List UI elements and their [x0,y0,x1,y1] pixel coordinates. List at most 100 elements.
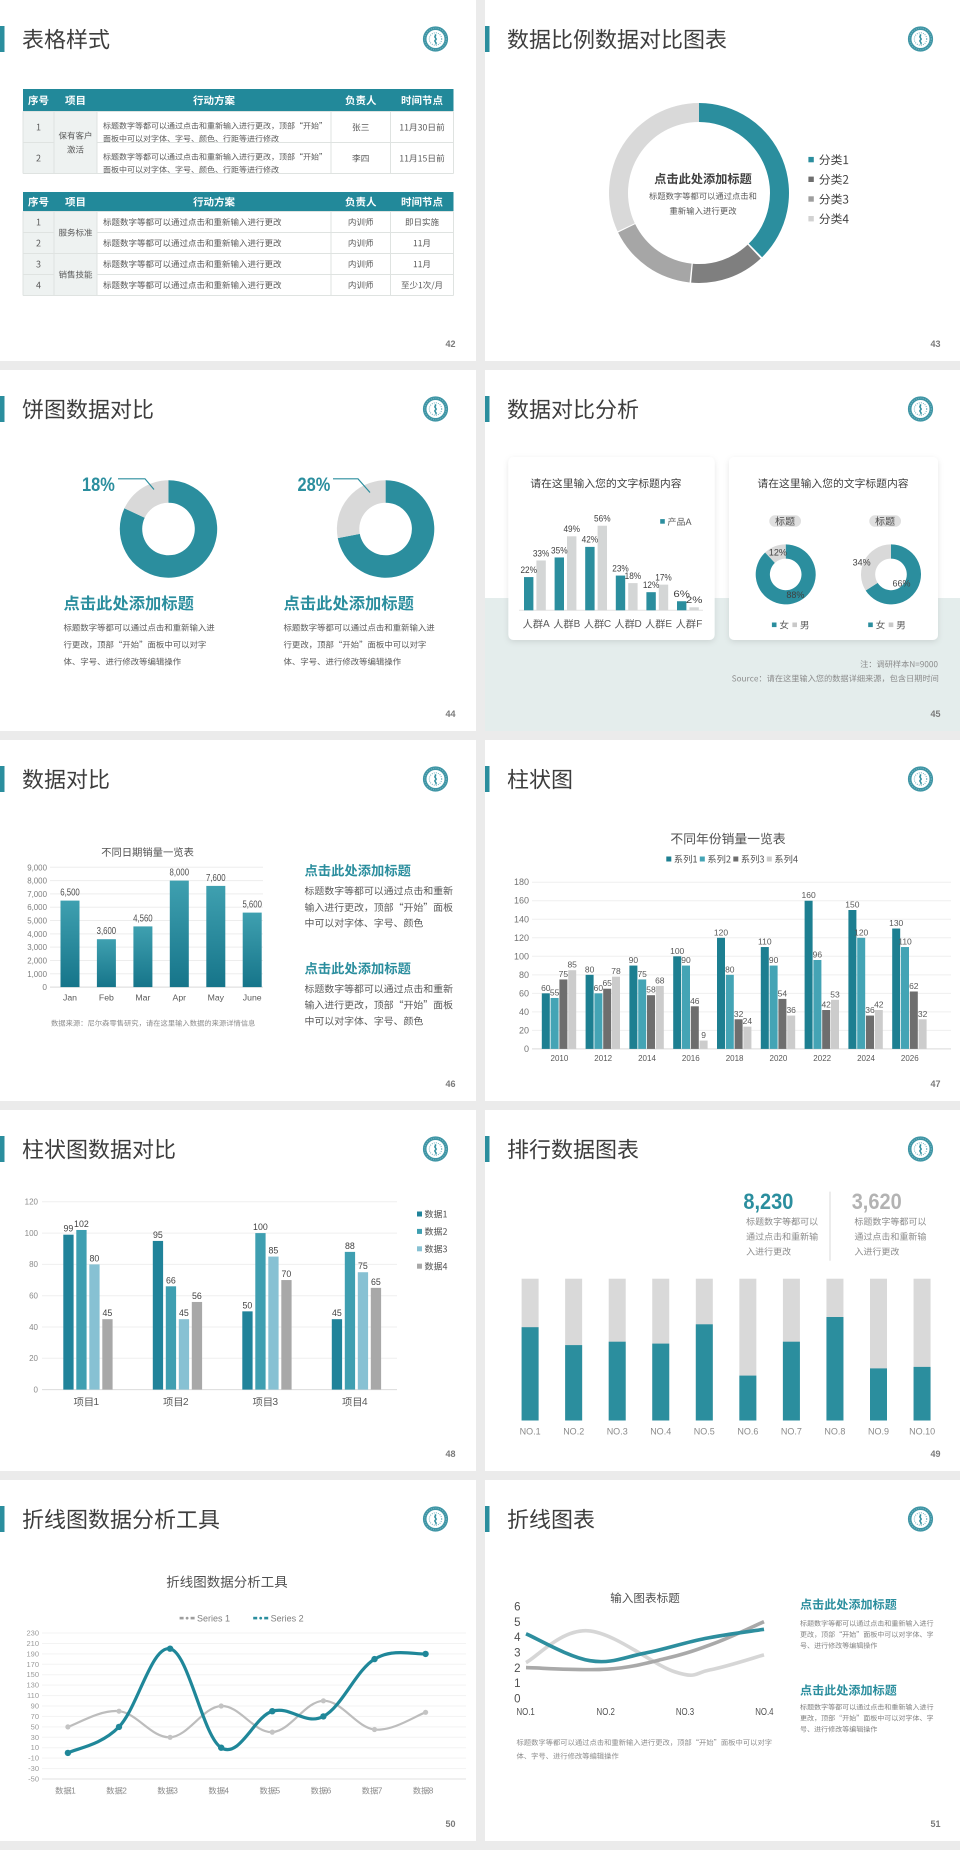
svg-text:210: 210 [26,1639,39,1648]
svg-text:32: 32 [918,1009,928,1019]
svg-text:150: 150 [26,1670,39,1679]
svg-text:42: 42 [874,1000,884,1010]
svg-text:56%: 56% [594,514,611,524]
svg-text:110: 110 [27,1691,39,1700]
svg-text:34%: 34% [853,557,871,567]
svg-text:8,230: 8,230 [743,1189,793,1214]
svg-text:55: 55 [550,988,560,998]
svg-text:12%: 12% [643,580,660,590]
svg-text:Feb: Feb [99,993,114,1003]
svg-text:June: June [243,993,262,1003]
svg-text:C: C [604,619,611,630]
svg-text:12%: 12% [769,548,787,558]
svg-text:49%: 49% [563,524,580,534]
svg-text:53: 53 [830,989,840,999]
svg-text:70: 70 [31,1712,39,1721]
svg-text:2024: 2024 [857,1053,875,1063]
svg-text:90: 90 [31,1702,39,1711]
svg-text:NO.2: NO.2 [597,1706,615,1718]
svg-text:80: 80 [725,964,735,974]
svg-text:180: 180 [514,877,529,887]
svg-text:4: 4 [224,1785,229,1795]
svg-text:68: 68 [655,975,665,985]
svg-text:NO.3: NO.3 [607,1427,628,1437]
svg-text:1: 1 [71,1785,76,1795]
svg-text:D: D [634,619,641,630]
svg-text:20: 20 [519,1025,529,1035]
svg-text:51: 51 [930,1819,940,1829]
svg-text:2%: 2% [686,595,703,605]
svg-text:70: 70 [282,1269,292,1279]
svg-text:45: 45 [930,709,940,719]
svg-text:43: 43 [930,339,940,349]
svg-text:3,000: 3,000 [27,942,47,952]
svg-text:49: 49 [930,1449,940,1459]
svg-text:4: 4 [514,1632,521,1644]
svg-text:95: 95 [153,1230,163,1240]
svg-text:0: 0 [34,1385,39,1394]
svg-text:NO.3: NO.3 [676,1706,694,1718]
svg-text:80: 80 [29,1260,38,1269]
svg-text:45: 45 [179,1308,189,1318]
svg-text:42: 42 [445,339,455,349]
svg-text:18%: 18% [625,571,642,581]
svg-text:65: 65 [602,978,612,988]
svg-text:Apr: Apr [173,993,187,1003]
svg-text:120: 120 [514,933,529,943]
svg-text:23%: 23% [612,563,629,573]
svg-text:B: B [574,619,581,630]
svg-text:0: 0 [514,1694,520,1706]
svg-text:2020: 2020 [770,1053,788,1063]
svg-text:56: 56 [192,1291,202,1301]
svg-text:170: 170 [26,1660,39,1669]
svg-text:130: 130 [26,1681,39,1690]
svg-text:0: 0 [42,982,47,992]
svg-text:6,500: 6,500 [60,888,80,899]
svg-text:20: 20 [29,1354,38,1363]
svg-text:30: 30 [31,1733,39,1742]
svg-text:NO.6: NO.6 [737,1427,758,1437]
svg-text:46: 46 [690,996,700,1006]
svg-text:90: 90 [769,955,779,965]
svg-text:80: 80 [90,1253,100,1263]
svg-text:85: 85 [269,1246,279,1256]
svg-text:60: 60 [519,988,529,998]
svg-text:80: 80 [519,970,529,980]
svg-text:46: 46 [445,1079,455,1089]
svg-text:Jan: Jan [63,993,77,1003]
svg-text:NO.7: NO.7 [781,1427,802,1437]
svg-text:5: 5 [275,1785,280,1795]
svg-text:-30: -30 [28,1764,39,1773]
svg-text:2022: 2022 [813,1053,831,1063]
svg-text:75: 75 [559,969,569,979]
svg-text:40: 40 [519,1007,529,1017]
svg-text:60: 60 [29,1292,38,1301]
svg-text:2010: 2010 [551,1053,569,1063]
svg-text:90: 90 [681,955,691,965]
svg-text:1: 1 [514,1678,520,1690]
svg-text:47: 47 [930,1079,940,1089]
svg-text:75: 75 [637,969,647,979]
svg-text:-50: -50 [28,1775,39,1784]
svg-text:NO.4: NO.4 [755,1706,773,1718]
svg-text:2: 2 [183,1397,189,1408]
svg-text:36: 36 [786,1005,796,1015]
svg-text:F: F [696,619,702,630]
svg-text:75: 75 [358,1261,368,1271]
svg-text:May: May [208,993,225,1003]
svg-text:3,620: 3,620 [852,1189,902,1214]
svg-text:40: 40 [29,1323,38,1332]
svg-text:2014: 2014 [638,1053,656,1063]
svg-text:5: 5 [514,1617,520,1629]
svg-text:28%: 28% [298,474,331,496]
svg-text:130: 130 [889,918,903,928]
svg-text:36: 36 [865,1005,875,1015]
svg-text:88: 88 [345,1241,355,1251]
svg-text:190: 190 [26,1649,39,1658]
svg-text:4: 4 [362,1397,368,1408]
svg-text:66%: 66% [892,579,910,589]
svg-text:3: 3 [514,1648,520,1660]
svg-text:7,600: 7,600 [206,873,226,884]
svg-text:24: 24 [743,1016,753,1026]
svg-text:99: 99 [64,1224,74,1234]
